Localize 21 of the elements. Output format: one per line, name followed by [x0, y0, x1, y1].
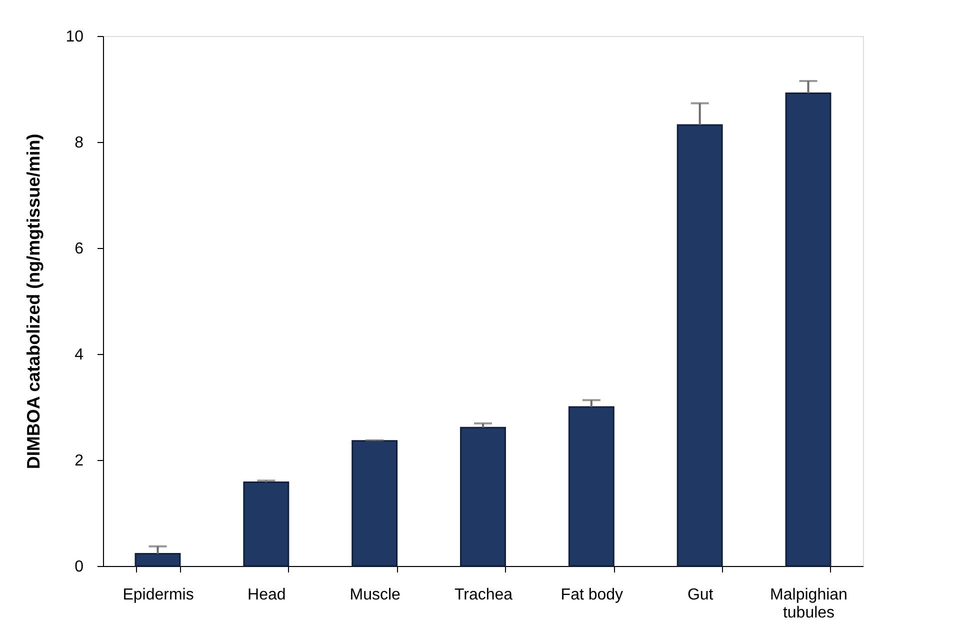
x-tick-label: Head [248, 586, 286, 604]
bar [676, 124, 723, 567]
y-tick-label: 0 [74, 558, 84, 576]
bar [785, 92, 832, 567]
y-tick-label: 10 [66, 28, 84, 46]
bar [568, 406, 614, 567]
x-tick-label: Gut [687, 586, 714, 604]
y-tick-label: 4 [74, 346, 84, 364]
x-tick-label: Malpighian tubules [770, 586, 848, 622]
bar [134, 553, 181, 567]
bar [243, 482, 290, 567]
x-tick-label: Epidermis [122, 586, 194, 604]
bar [352, 440, 398, 567]
x-tick-label: Trachea [454, 586, 513, 604]
y-tick-label: 2 [74, 452, 84, 470]
y-tick-label: 8 [74, 134, 84, 152]
x-tick-label: Muscle [350, 586, 401, 604]
y-axis-title: DIMBOA catabolized (ng/mgtissue/min) [24, 134, 44, 470]
bar [460, 426, 506, 567]
x-tick-label: Fat body [560, 586, 624, 604]
y-tick-label: 6 [74, 240, 84, 258]
